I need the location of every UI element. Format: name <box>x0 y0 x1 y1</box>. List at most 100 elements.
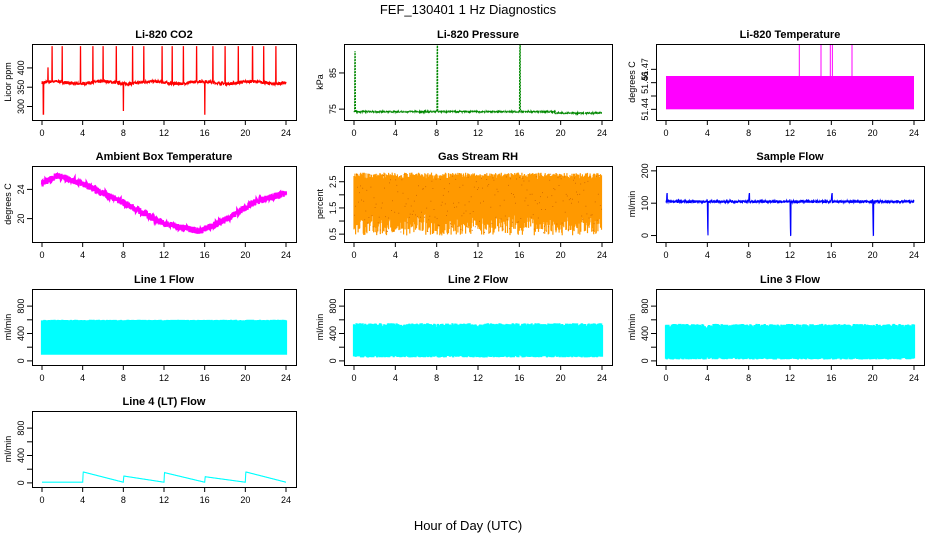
x-tick-label: 20 <box>868 373 878 383</box>
x-tick-label: 0 <box>351 128 356 138</box>
y-axis-label: ml/min <box>627 191 637 218</box>
y-axis-label: degrees C <box>3 183 13 225</box>
panel-title: Li-820 Pressure <box>437 29 519 41</box>
x-tick-label: 16 <box>826 373 836 383</box>
data-layer <box>40 171 288 234</box>
panel-0: Li-820 CO2 Licor ppm 0 4 8 12 16 20 24 300 350 400 <box>3 29 297 138</box>
x-tick-label: 4 <box>80 128 85 138</box>
x-tick-label: 0 <box>39 373 44 383</box>
y-tick-label: 400 <box>16 60 26 75</box>
y-axis-label: percent <box>315 188 325 219</box>
x-tick-label: 20 <box>556 250 566 260</box>
x-tick-label: 20 <box>556 128 566 138</box>
y-tick-label: 800 <box>640 299 650 314</box>
x-tick-label: 12 <box>785 373 795 383</box>
x-tick-label: 24 <box>909 128 919 138</box>
x-tick-label: 12 <box>159 128 169 138</box>
data-layer <box>665 192 915 237</box>
panel-7: Line 2 Flow ml/min 0 4 8 12 16 20 24 0 400 800 <box>315 274 613 383</box>
x-tick-label: 24 <box>281 373 291 383</box>
data-layer <box>352 323 604 358</box>
panel-title: Gas Stream RH <box>438 151 518 163</box>
x-tick-label: 24 <box>597 373 607 383</box>
x-axis-caption: Hour of Day (UTC) <box>413 518 523 533</box>
y-tick-label: 300 <box>16 99 26 114</box>
x-tick-label: 24 <box>909 373 919 383</box>
y-tick-label: 1.5 <box>328 202 338 215</box>
x-tick-label: 4 <box>80 373 85 383</box>
x-tick-label: 24 <box>597 250 607 260</box>
x-tick-label: 8 <box>746 373 751 383</box>
flow-trace <box>664 323 916 360</box>
page-title: FEF_130401 1 Hz Diagnostics <box>379 2 557 17</box>
plot-frame <box>32 166 297 243</box>
x-tick-label: 4 <box>705 373 710 383</box>
y-tick-label: 400 <box>16 326 26 341</box>
y-tick-label: 0 <box>328 358 338 363</box>
x-tick-label: 24 <box>281 128 291 138</box>
flow-trace <box>352 323 604 358</box>
y-tick-label: 51.44 <box>640 98 650 121</box>
x-tick-label: 0 <box>39 128 44 138</box>
x-tick-label: 12 <box>159 495 169 505</box>
temperature-band <box>666 76 914 110</box>
y-tick-label: 51.46 <box>640 71 650 94</box>
x-tick-label: 16 <box>514 250 524 260</box>
y-tick-label: 0 <box>640 233 650 238</box>
x-tick-label: 12 <box>785 128 795 138</box>
x-tick-label: 0 <box>663 373 668 383</box>
x-tick-label: 12 <box>473 373 483 383</box>
x-tick-label: 8 <box>121 495 126 505</box>
y-tick-label: 400 <box>16 448 26 463</box>
series-line <box>353 44 603 116</box>
y-tick-label: 24 <box>16 184 26 194</box>
x-tick-label: 16 <box>200 250 210 260</box>
x-tick-label: 20 <box>240 373 250 383</box>
series-line <box>42 471 287 483</box>
x-tick-label: 0 <box>351 250 356 260</box>
y-tick-label: 800 <box>16 421 26 436</box>
y-axis-label: degrees C <box>627 61 637 103</box>
y-tick-label: 100 <box>640 196 650 211</box>
x-tick-label: 20 <box>240 495 250 505</box>
y-tick-label: 800 <box>16 299 26 314</box>
y-axis-label: ml/min <box>3 314 13 341</box>
x-tick-label: 8 <box>121 373 126 383</box>
data-layer <box>666 44 914 110</box>
x-tick-label: 0 <box>39 250 44 260</box>
y-tick-label: 200 <box>640 163 650 178</box>
x-tick-label: 16 <box>514 373 524 383</box>
y-tick-label: 75 <box>328 104 338 114</box>
x-tick-label: 8 <box>746 250 751 260</box>
x-tick-label: 4 <box>393 128 398 138</box>
panel-title: Line 2 Flow <box>448 274 508 286</box>
x-tick-label: 12 <box>785 250 795 260</box>
x-tick-label: 12 <box>159 373 169 383</box>
series-line <box>665 192 915 237</box>
panel-title: Line 1 Flow <box>134 274 194 286</box>
y-tick-label: 51.47 <box>640 58 650 81</box>
data-layer <box>41 46 287 115</box>
panel-title: Li-820 CO2 <box>135 29 192 41</box>
x-tick-label: 16 <box>826 128 836 138</box>
y-tick-label: 0 <box>16 358 26 363</box>
rh-points <box>354 173 602 234</box>
x-tick-label: 8 <box>121 128 126 138</box>
x-tick-label: 16 <box>826 250 836 260</box>
y-tick-label: 2.5 <box>328 175 338 188</box>
x-tick-label: 4 <box>705 128 710 138</box>
x-tick-label: 8 <box>434 373 439 383</box>
panel-title: Line 4 (LT) Flow <box>123 396 206 408</box>
y-tick-label: 0 <box>16 480 26 485</box>
panel-9: Line 4 (LT) Flow ml/min 0 4 8 12 16 20 24 0 400 800 <box>3 396 297 505</box>
x-tick-label: 12 <box>473 128 483 138</box>
y-tick-label: 400 <box>640 326 650 341</box>
x-tick-label: 16 <box>200 128 210 138</box>
y-tick-label: 0.5 <box>328 228 338 241</box>
y-tick-label: 400 <box>328 326 338 341</box>
panel-6: Line 1 Flow ml/min 0 4 8 12 16 20 24 0 400 800 <box>3 274 297 383</box>
y-tick-label: 350 <box>16 80 26 95</box>
data-layer <box>664 323 916 360</box>
y-tick-label: 0 <box>640 358 650 363</box>
